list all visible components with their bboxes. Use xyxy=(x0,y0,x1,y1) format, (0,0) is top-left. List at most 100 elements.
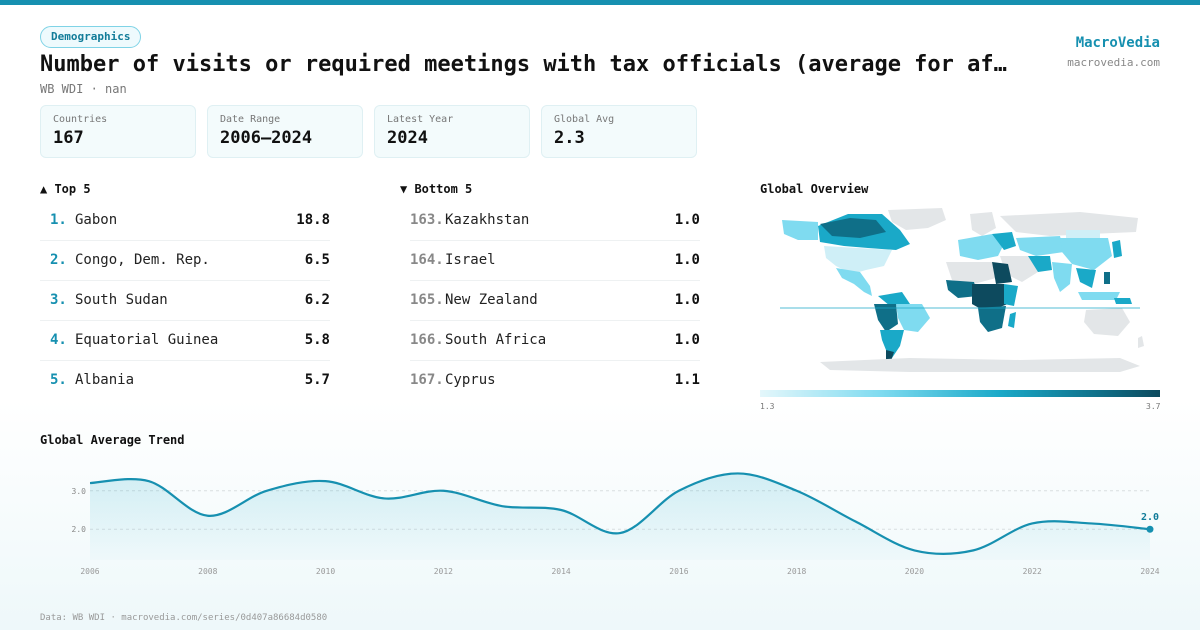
map-region-eastern-europe xyxy=(992,232,1016,250)
country-value: 1.0 xyxy=(674,292,700,308)
map-region-antarctica xyxy=(820,358,1140,372)
list-item[interactable]: 167. Cyprus 1.1 xyxy=(410,361,700,400)
stat-value: 2024 xyxy=(387,128,428,148)
country-value: 1.1 xyxy=(674,372,700,388)
map-region-europe xyxy=(958,234,1004,260)
map-region-peru-bolivia xyxy=(874,304,898,332)
country-name: Equatorial Guinea xyxy=(75,332,219,348)
x-tick-label: 2012 xyxy=(434,567,453,576)
map-region-west-africa xyxy=(946,280,978,298)
x-tick-label: 2016 xyxy=(669,567,688,576)
map-region-brazil xyxy=(896,304,930,332)
category-badge[interactable]: Demographics xyxy=(40,26,142,48)
stat-value: 167 xyxy=(53,128,84,148)
map-region-central-asia xyxy=(1016,236,1064,256)
stat-card-latest-year: Latest Year 2024 xyxy=(374,105,530,158)
rank-number: 4. xyxy=(50,332,67,348)
map-region-argentina-chile xyxy=(880,330,904,358)
rank-number: 164. xyxy=(410,252,444,268)
list-item[interactable]: 165. New Zealand 1.0 xyxy=(410,281,700,321)
stat-label: Global Avg xyxy=(554,114,615,125)
list-item[interactable]: 166. South Africa 1.0 xyxy=(410,321,700,361)
map-region-mexico xyxy=(836,268,872,296)
x-tick-label: 2014 xyxy=(551,567,570,576)
world-choropleth-map[interactable] xyxy=(760,200,1160,380)
rank-number: 2. xyxy=(50,252,67,268)
country-value: 6.5 xyxy=(304,252,330,268)
data-point[interactable] xyxy=(1146,525,1154,533)
stat-label: Date Range xyxy=(220,114,281,125)
map-region-greenland xyxy=(888,208,946,230)
x-tick-label: 2008 xyxy=(198,567,217,576)
map-region-southern-africa xyxy=(978,306,1006,332)
list-item[interactable]: 4. Equatorial Guinea 5.8 xyxy=(40,321,330,361)
list-item[interactable]: 3. South Sudan 6.2 xyxy=(40,281,330,321)
country-name: New Zealand xyxy=(445,292,538,308)
top-accent-bar xyxy=(0,0,1200,5)
map-region-egypt-sudan xyxy=(992,262,1012,284)
map-region-papua xyxy=(1114,298,1132,304)
world-map-svg xyxy=(780,208,1144,372)
y-tick-label: 2.0 xyxy=(72,525,87,534)
map-region-china xyxy=(1060,238,1112,270)
country-value: 1.0 xyxy=(674,252,700,268)
map-region-japan xyxy=(1112,240,1122,258)
rank-number: 166. xyxy=(410,332,444,348)
stat-card-countries: Countries 167 xyxy=(40,105,196,158)
trend-line xyxy=(89,472,1151,555)
stat-label: Countries xyxy=(53,114,108,125)
x-tick-label: 2010 xyxy=(316,567,335,576)
stat-value: 2.3 xyxy=(554,128,585,148)
rank-number: 165. xyxy=(410,292,444,308)
brand-url[interactable]: macrovedia.com xyxy=(1067,56,1160,69)
stat-label: Latest Year xyxy=(387,114,454,125)
page-subtitle: WB WDI · nan xyxy=(40,82,127,96)
top5-heading: ▲ Top 5 xyxy=(40,182,91,196)
legend-min-label: 1.3 xyxy=(760,402,775,411)
list-item[interactable]: 163. Kazakhstan 1.0 xyxy=(410,201,700,241)
stat-card-global-avg: Global Avg 2.3 xyxy=(541,105,697,158)
x-tick-label: 2022 xyxy=(1023,567,1042,576)
map-region-venezuela xyxy=(878,292,910,306)
map-region-new-zealand xyxy=(1138,336,1144,348)
top5-list: 1. Gabon 18.8 2. Congo, Dem. Rep. 6.5 3.… xyxy=(40,201,330,400)
trend-chart[interactable]: 2.0 3.0 2006 2008 2010 2012 2014 2016 2018 2020 2… xyxy=(0,455,1200,585)
map-region-australia xyxy=(1084,308,1130,336)
trend-area-fill xyxy=(90,473,1150,560)
x-tick-label: 2020 xyxy=(905,567,924,576)
country-name: Albania xyxy=(75,372,135,388)
country-name: Congo, Dem. Rep. xyxy=(75,252,210,268)
rank-number: 5. xyxy=(50,372,67,388)
footer-source: Data: WB WDI · macrovedia.com/series/0d4… xyxy=(40,613,328,623)
list-item[interactable]: 2. Congo, Dem. Rep. 6.5 xyxy=(40,241,330,281)
country-value: 5.8 xyxy=(304,332,330,348)
country-name: South Sudan xyxy=(75,292,168,308)
map-region-indonesia xyxy=(1078,292,1120,300)
rank-number: 163. xyxy=(410,212,444,228)
map-region-alaska xyxy=(782,220,818,240)
list-item[interactable]: 1. Gabon 18.8 xyxy=(40,201,330,241)
list-item[interactable]: 5. Albania 5.7 xyxy=(40,361,330,400)
map-region-philippines xyxy=(1104,272,1110,284)
list-item[interactable]: 164. Israel 1.0 xyxy=(410,241,700,281)
map-region-iran xyxy=(1028,256,1052,272)
country-name: Cyprus xyxy=(445,372,496,388)
country-value: 18.8 xyxy=(296,212,330,228)
stat-card-date-range: Date Range 2006–2024 xyxy=(207,105,363,158)
country-name: Kazakhstan xyxy=(445,212,530,228)
map-heading: Global Overview xyxy=(760,182,869,196)
map-region-madagascar xyxy=(1008,312,1016,328)
brand-logo[interactable]: MacroVedia xyxy=(1075,35,1160,51)
country-value: 1.0 xyxy=(674,332,700,348)
bottom5-list: 163. Kazakhstan 1.0 164. Israel 1.0 165.… xyxy=(410,201,700,400)
country-name: Gabon xyxy=(75,212,118,228)
bottom5-heading: ▼ Bottom 5 xyxy=(400,182,473,196)
page-title: Number of visits or required meetings wi… xyxy=(40,52,1007,77)
country-name: Israel xyxy=(445,252,496,268)
map-legend-gradient xyxy=(760,390,1160,397)
rank-number: 3. xyxy=(50,292,67,308)
x-tick-label: 2006 xyxy=(80,567,99,576)
legend-max-label: 3.7 xyxy=(1146,402,1161,411)
map-region-russia xyxy=(1000,212,1138,236)
country-value: 5.7 xyxy=(304,372,330,388)
